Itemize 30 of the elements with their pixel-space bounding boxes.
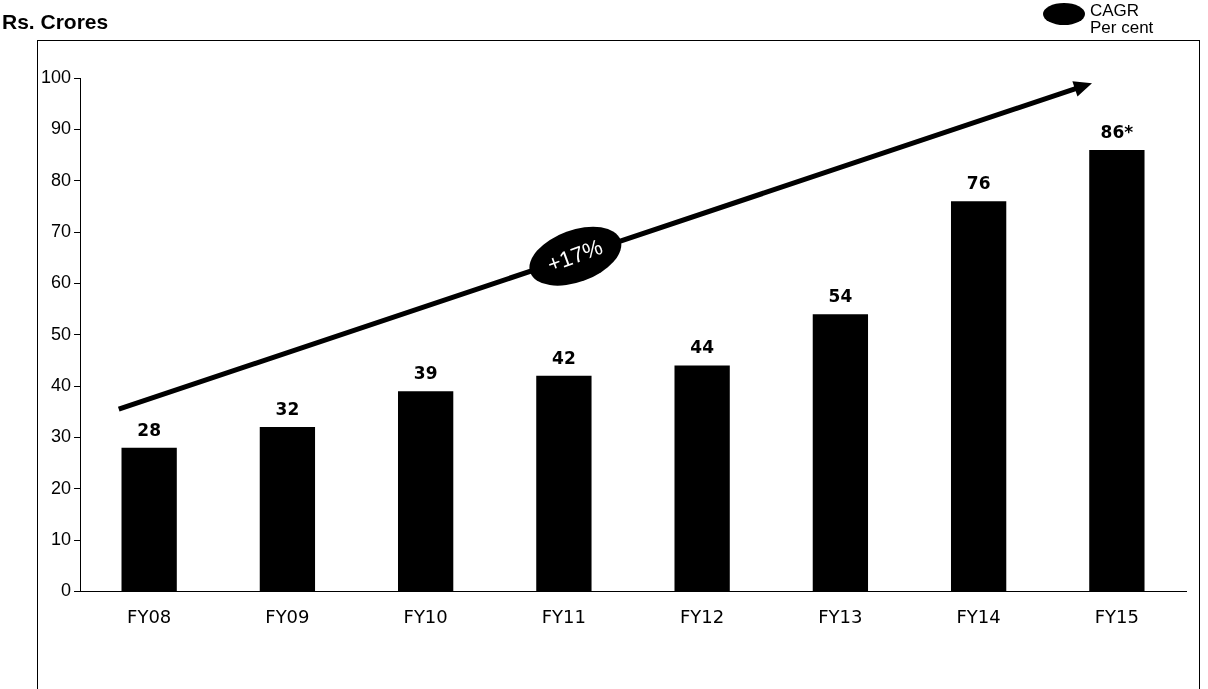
y-tick-label: 70: [51, 220, 72, 241]
x-tick-label: FY10: [403, 605, 448, 627]
data-label: 32: [275, 399, 300, 420]
y-tick-label: 10: [51, 529, 72, 550]
y-tick-label: 50: [51, 323, 72, 344]
data-label: 28: [137, 419, 161, 440]
x-tick-label: FY12: [680, 605, 725, 627]
x-tick-label: FY11: [541, 605, 587, 627]
y-tick-label: 40: [51, 375, 72, 396]
y-tick-label: 60: [51, 272, 72, 293]
data-label: 39: [413, 363, 438, 384]
y-tick-label: 0: [61, 580, 72, 601]
x-tick-label: FY08: [127, 605, 172, 627]
x-tick-label: FY15: [1094, 605, 1140, 627]
data-label: 54: [828, 286, 853, 307]
text: CAGR Per cent: [1090, 1, 1154, 37]
y-tick-label: 80: [51, 169, 72, 190]
data-label: 42: [552, 347, 576, 368]
y-tick-label: 30: [51, 426, 72, 447]
y-tick-label: 90: [51, 118, 72, 139]
y-tick-label: 20: [51, 477, 72, 498]
y-axis-title: Rs. Crores: [2, 10, 109, 34]
x-tick-label: FY09: [265, 605, 310, 627]
data-label: 44: [690, 337, 715, 358]
y-tick-label: 100: [40, 66, 72, 87]
x-tick-label: FY13: [818, 605, 863, 627]
data-label: 86*: [1100, 121, 1134, 142]
annotation: +17%: [544, 234, 607, 279]
x-tick-label: FY14: [956, 605, 1001, 627]
data-label: 76: [966, 173, 991, 194]
